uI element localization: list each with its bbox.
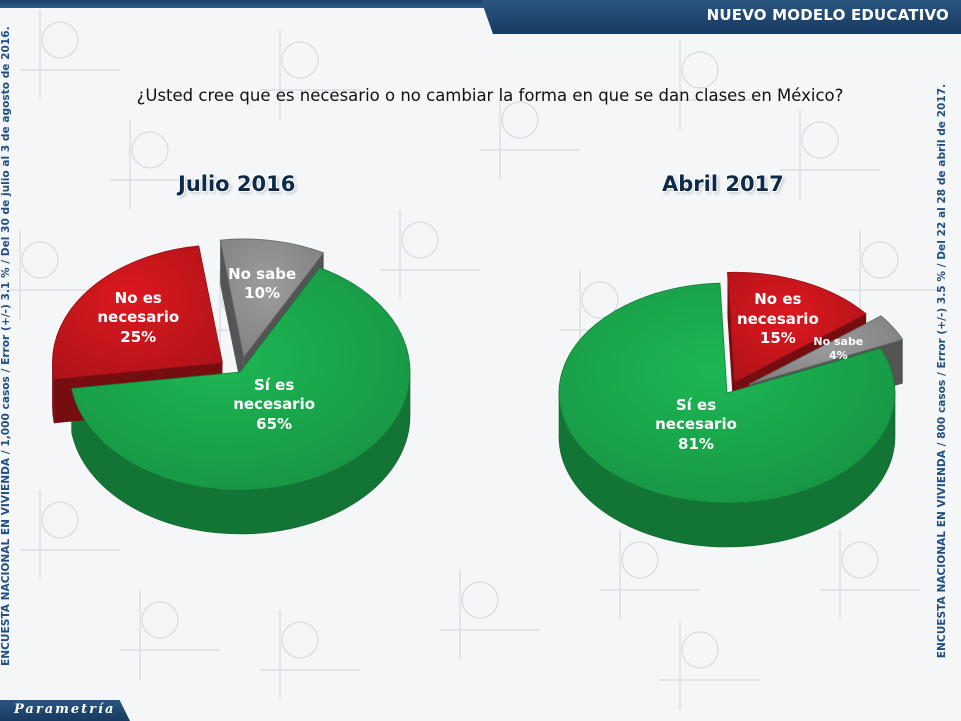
pie-cut-face-1-1-0 [727,272,735,427]
header-title: NUEVO MODELO EDUCATIVO [706,6,949,24]
slice-label-line: 65% [256,414,293,433]
slice-label-line: necesario [655,415,737,434]
chart-title-abril-2017: Abril 2017 [662,172,784,196]
slice-label-line: No sabe [813,334,864,348]
top-band [0,0,961,8]
slice-label-line: 10% [244,284,281,303]
slice-label-0-2: No sabe 10% [207,265,317,304]
slice-label-line: 4% [828,349,848,363]
footer-bar [0,700,130,721]
slice-label-line: No es [754,290,802,309]
slice-label-line: necesario [233,395,316,414]
slice-label-0-1: No es necesario 25% [83,289,193,348]
footer-brand: Parametría [14,702,116,717]
header-tab: NUEVO MODELO EDUCATIVO [481,0,961,34]
slice-label-line: necesario [736,309,819,328]
pie-cut-face-0-2-0 [220,240,244,401]
slice-label-1-0: Sí es necesario 81% [641,396,751,455]
pie-slice-1-0 [558,282,896,504]
slice-label-line: necesario [97,308,180,327]
slice-label-line: 25% [120,327,157,346]
slice-label-line: 81% [678,434,714,453]
slice-label-line: Sí es [675,395,717,414]
survey-question: ¿Usted cree que es necesario o no cambia… [136,86,844,105]
pie-slice-0-2 [219,238,325,358]
pie-slice-1-1 [727,271,867,383]
slice-label-line: Sí es [253,375,295,394]
slice-label-line: No es [114,288,162,307]
pie-slice-0-1 [52,245,223,380]
slice-label-line: No sabe [228,264,297,283]
pie-chart-0 [52,238,411,535]
slice-label-line: 15% [759,329,796,348]
pie-slice-0-0 [71,267,411,491]
pie-chart-1 [558,271,904,548]
chart-title-julio-2016: Julio 2016 [178,172,296,196]
slice-label-1-2: No sabe 4% [783,335,893,364]
slice-label-0-0: Sí es necesario 65% [219,376,329,435]
slice-label-1-1: No es necesario 15% [723,290,833,349]
pie-slice-1-2 [749,315,904,385]
